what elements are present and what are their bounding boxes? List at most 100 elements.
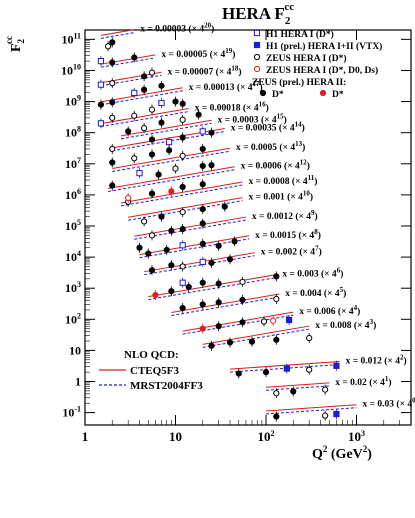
open-circle-marker — [179, 263, 186, 270]
filled-circle-marker — [179, 304, 186, 312]
legend-marker — [253, 29, 261, 37]
mrst2004ff3-curve — [100, 57, 156, 68]
curve-legend-mrst: MRST2004FF3 — [130, 380, 203, 392]
mrst2004ff3-curve — [144, 255, 255, 276]
mrst2004ff3-curve — [265, 407, 357, 415]
filled-circle-marker — [109, 99, 116, 106]
x-tick-label: 10 — [169, 429, 182, 444]
filled-square-marker — [333, 410, 340, 418]
filled-circle-marker — [199, 325, 206, 332]
open-square-marker — [97, 81, 105, 88]
legend-label: D* — [272, 90, 284, 100]
series-x-label: x = 0.00005 (× 419) — [161, 47, 235, 60]
x-axis: 1 10 102 103 — [82, 30, 412, 444]
y-tick-label: 10 — [69, 343, 81, 357]
open-square-marker — [199, 258, 206, 266]
y-tick-label: 1011 — [61, 31, 81, 46]
cteq5f3-curve — [139, 235, 250, 256]
mrst2004ff3-curve — [171, 296, 280, 317]
mrst2004ff3-curve — [120, 122, 212, 140]
filled-circle-marker — [208, 162, 215, 169]
cteq5f3-curve — [202, 325, 310, 345]
filled-circle-marker — [208, 342, 215, 349]
open-circle-marker — [179, 152, 186, 159]
open-circle-marker — [148, 232, 156, 239]
filled-circle-marker — [235, 370, 242, 377]
filled-circle-marker — [97, 101, 105, 108]
filled-circle-marker — [215, 242, 222, 249]
mrst2004ff3-curve — [202, 328, 310, 348]
cteq5f3-curve — [229, 361, 340, 370]
filled-circle-marker — [155, 171, 162, 178]
legend-marker — [253, 53, 261, 61]
filled-circle-marker — [199, 279, 206, 286]
legend-marker — [253, 65, 261, 73]
y-tick-label: 1010 — [61, 62, 81, 77]
series-x-label: x = 0.00003 (× 420) — [140, 22, 214, 35]
open-circle-marker — [322, 412, 329, 419]
series-x-label: x = 0.0005 (× 413) — [236, 140, 305, 153]
open-square-marker — [179, 279, 186, 286]
open-circle-marker — [322, 386, 329, 393]
filled-circle-marker — [168, 188, 175, 195]
cteq5f3-curve — [100, 29, 135, 36]
mrst2004ff3-curve — [182, 314, 294, 335]
filled-circle-marker — [152, 292, 159, 299]
open-circle-marker — [179, 208, 186, 216]
filled-circle-marker — [109, 39, 116, 46]
filled-circle-marker — [131, 54, 138, 61]
legend-label: ZEUS HERA I (D*, D0, Ds) — [266, 65, 378, 76]
mrst2004ff3-curve — [112, 150, 231, 172]
series-x-label: x = 0.0003 (× 415) — [218, 112, 287, 125]
series-x-label: x = 0.004 (× 45) — [285, 286, 346, 299]
mrst2004ff3-curve — [108, 169, 235, 192]
legend-label: H1 HERA I (D*) — [266, 29, 334, 40]
filled-circle-marker — [166, 147, 173, 154]
filled-circle-marker — [273, 413, 280, 420]
filled-circle-marker — [109, 159, 116, 166]
filled-circle-marker — [179, 100, 186, 107]
filled-square-marker — [286, 316, 293, 324]
filled-circle-marker — [145, 250, 152, 257]
filled-circle-marker — [290, 388, 297, 395]
mrst2004ff3-curve — [229, 364, 340, 373]
series-x-label: x = 0.0006 (× 412) — [241, 159, 310, 172]
curve-legend-header: NLO QCD: — [124, 349, 179, 361]
filled-circle-marker — [109, 182, 116, 189]
open-circle-marker — [273, 390, 280, 397]
open-circle-marker — [270, 317, 277, 324]
cteq5f3-curve — [265, 382, 330, 388]
filled-circle-marker — [221, 203, 228, 210]
data-points — [97, 37, 340, 422]
series-x-label: x = 0.006 (× 44) — [299, 304, 360, 317]
legend-marker — [259, 89, 267, 97]
open-square-marker — [199, 128, 206, 135]
filled-circle-marker — [179, 225, 186, 233]
filled-circle-marker — [215, 280, 222, 287]
cteq5f3-curve — [120, 181, 243, 204]
filled-circle-marker — [168, 288, 175, 295]
filled-circle-marker — [199, 301, 206, 308]
series-x-label: x = 0.0012 (× 49) — [252, 209, 318, 222]
cteq5f3-curve — [112, 147, 231, 169]
cteq5f3-curve — [100, 87, 183, 103]
filled-circle-marker — [163, 246, 170, 254]
mrst2004ff3-curve — [100, 90, 183, 106]
series-x-label: x = 0.0008 (× 411) — [249, 174, 318, 187]
mrst2004ff3-curve — [100, 32, 135, 39]
filled-circle-marker — [141, 73, 148, 80]
open-circle-marker — [306, 366, 313, 373]
filled-circle-marker — [215, 323, 222, 330]
filled-circle-marker — [273, 273, 280, 280]
open-square-marker — [131, 89, 138, 97]
filled-square-marker — [283, 365, 290, 372]
open-circle-marker — [306, 334, 313, 342]
filled-circle-marker — [199, 240, 206, 247]
y-tick-label: 105 — [65, 218, 81, 233]
filled-circle-marker — [179, 183, 186, 191]
series-x-label: x = 0.02 (× 41) — [335, 375, 391, 388]
filled-circle-marker — [195, 111, 202, 118]
filled-circle-marker — [199, 162, 206, 170]
filled-circle-marker — [172, 98, 179, 105]
